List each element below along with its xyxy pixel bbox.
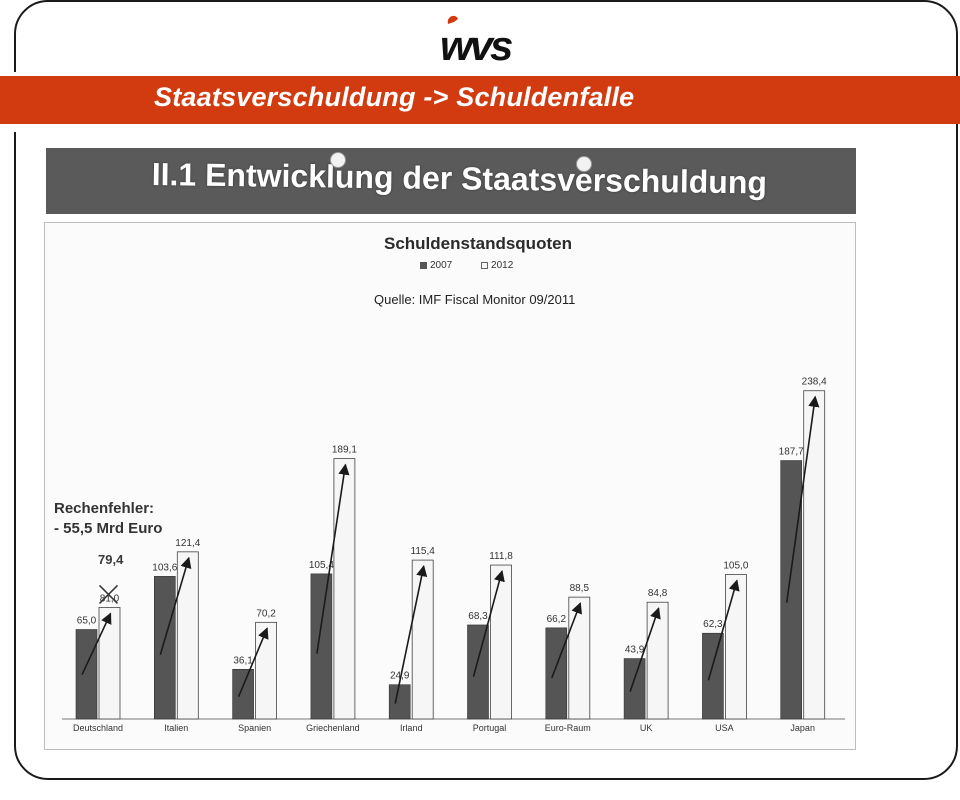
growth-arrow-Irland: [394, 564, 428, 704]
data-label-2012-Euro-Raum: 88,5: [570, 583, 590, 594]
legend-item-2012: 2012: [481, 260, 513, 271]
bar-2007-Deutschland: [75, 629, 98, 720]
chart-legend: 2007 2012: [420, 260, 539, 271]
data-label-2012-USA: 105,0: [723, 560, 748, 571]
growth-arrow-UK: [629, 607, 661, 693]
data-label-2007-USA: 62,3: [703, 619, 723, 630]
category-label-Italien: Italien: [164, 723, 188, 733]
growth-arrow-Griechenland: [316, 463, 350, 654]
data-label-2007-Portugal: 68,3: [468, 611, 488, 622]
category-label-Portugal: Portugal: [473, 723, 507, 733]
data-label-2007-Italien: 103,6: [152, 562, 177, 573]
bar-2012-Portugal: [490, 564, 512, 720]
growth-arrow-Portugal: [472, 569, 505, 677]
data-label-2007-Deutschland: 65,0: [77, 615, 97, 626]
bar-2012-UK: [646, 601, 669, 720]
bar-2012-Japan: [803, 390, 826, 720]
category-label-Irland: Irland: [400, 723, 423, 733]
growth-arrow-USA: [707, 579, 740, 681]
punch-hole: [330, 152, 346, 168]
data-label-2012-Spanien: 70,2: [256, 608, 276, 619]
legend-item-2007: 2007: [420, 260, 452, 271]
bar-2007-Euro-Raum: [545, 627, 568, 720]
data-label-2007-Irland: 24,9: [390, 671, 410, 682]
category-label-Spanien: Spanien: [238, 723, 271, 733]
data-label-2007-Spanien: 36,1: [233, 655, 253, 666]
wvs-logo: wvs: [440, 15, 515, 66]
growth-arrow-Japan: [785, 395, 820, 603]
title-bar: [0, 76, 960, 124]
bar-2007-USA: [702, 632, 724, 720]
category-label-Euro-Raum: Euro-Raum: [545, 723, 591, 733]
bar-2012-Deutschland: [98, 607, 121, 720]
data-label-2012-Italien: 121,4: [175, 538, 200, 549]
data-label-2007-UK: 43,9: [625, 645, 645, 656]
bar-2012-Griechenland: [333, 458, 356, 720]
data-label-2012-Japan: 238,4: [802, 377, 827, 388]
slide-title: Staatsverschuldung -> Schuldenfalle: [154, 82, 635, 112]
data-label-2007-Griechenland: 105,4: [309, 560, 334, 571]
category-label-UK: UK: [640, 723, 653, 733]
category-label-Japan: Japan: [790, 723, 815, 733]
data-label-2012-Deutschland: 81,0: [100, 593, 120, 604]
category-label-Deutschland: Deutschland: [73, 723, 123, 733]
bar-2007-Spanien: [232, 668, 254, 720]
bar-2012-USA: [725, 574, 747, 720]
data-label-2007-Japan: 187,7: [779, 447, 804, 458]
bar-2012-Spanien: [255, 621, 278, 720]
data-label-2012-Portugal: 111,8: [489, 551, 513, 562]
heading-bar: [46, 148, 856, 214]
bar-2007-Portugal: [467, 624, 489, 720]
bar-2007-Irland: [388, 684, 411, 720]
growth-arrow-Italien: [159, 556, 192, 656]
corrected-value: 79,4: [98, 552, 124, 567]
bar-2007-Italien: [154, 576, 176, 720]
error-note-amount: - 55,5 Mrd Euro: [54, 520, 163, 537]
bar-2007-Griechenland: [310, 573, 333, 720]
growth-arrow-Spanien: [237, 627, 269, 697]
bar-2012-Italien: [176, 551, 199, 720]
cross-out-mark: [98, 584, 119, 604]
data-label-2012-Irland: 115,4: [411, 546, 436, 557]
bar-2007-Japan: [780, 460, 803, 720]
punch-hole: [576, 156, 592, 172]
chart-source: Quelle: IMF Fiscal Monitor 09/2011: [374, 292, 576, 307]
growth-arrow-Deutschland: [81, 612, 112, 676]
bar-2007-UK: [623, 658, 646, 720]
category-label-USA: USA: [715, 723, 734, 733]
error-note-title: Rechenfehler:: [54, 500, 155, 517]
chart-title: Schuldenstandsquoten: [384, 234, 572, 253]
bar-2012-Irland: [411, 559, 434, 720]
data-label-2007-Euro-Raum: 66,2: [547, 614, 567, 625]
svg-text:wvs: wvs: [440, 22, 512, 66]
bar-2012-Euro-Raum: [568, 596, 591, 720]
data-label-2012-Griechenland: 189,1: [332, 445, 357, 456]
growth-arrow-Euro-Raum: [551, 602, 582, 679]
data-label-2012-UK: 84,8: [648, 588, 668, 599]
category-label-Griechenland: Griechenland: [306, 723, 360, 733]
